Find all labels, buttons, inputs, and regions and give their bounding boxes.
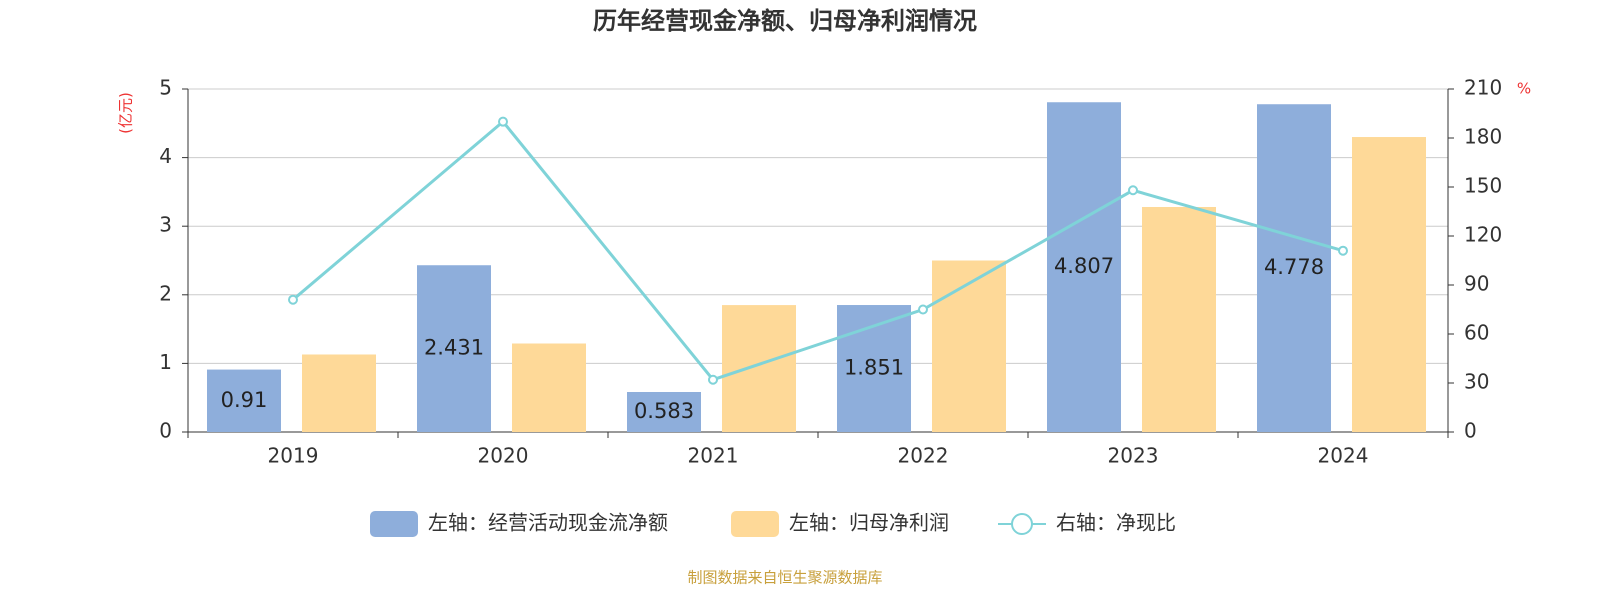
chart-title: 历年经营现金净额、归母净利润情况 bbox=[593, 7, 977, 35]
y2-tick-label: 30 bbox=[1464, 370, 1489, 394]
y-tick-label: 4 bbox=[159, 144, 172, 168]
bar bbox=[1352, 137, 1426, 432]
data-label: 1.851 bbox=[844, 356, 904, 380]
line-point bbox=[288, 294, 298, 305]
y-unit: (亿元) bbox=[117, 92, 135, 134]
y-tick-label: 5 bbox=[159, 76, 172, 100]
line bbox=[292, 119, 1344, 382]
bar bbox=[512, 343, 586, 432]
y2-tick-label: 120 bbox=[1464, 223, 1502, 247]
x-tick-label: 2020 bbox=[478, 444, 529, 468]
x-tick-label: 2023 bbox=[1108, 444, 1159, 468]
y2-tick-label: 60 bbox=[1464, 321, 1489, 345]
y-tick-label: 3 bbox=[159, 213, 172, 237]
y2-tick-label: 150 bbox=[1464, 174, 1502, 198]
data-label: 2.431 bbox=[424, 336, 484, 360]
bar bbox=[722, 305, 796, 432]
legend-swatch bbox=[370, 511, 418, 537]
x-tick-label: 2019 bbox=[268, 444, 319, 468]
line-point bbox=[708, 374, 718, 385]
data-label: 4.778 bbox=[1264, 255, 1324, 279]
legend-label: 右轴：净现比 bbox=[1056, 511, 1176, 535]
y2-tick-label: 210 bbox=[1464, 76, 1502, 100]
line-point bbox=[1338, 245, 1348, 256]
line-point bbox=[498, 116, 508, 127]
bar bbox=[932, 260, 1006, 432]
line-point bbox=[918, 304, 928, 315]
y2-unit: % bbox=[1517, 80, 1531, 98]
data-label: 4.807 bbox=[1054, 254, 1114, 278]
y2-tick-label: 90 bbox=[1464, 272, 1489, 296]
legend-label: 左轴：归母净利润 bbox=[789, 511, 949, 535]
x-tick-label: 2021 bbox=[688, 444, 739, 468]
bar bbox=[207, 369, 281, 432]
y-tick-label: 0 bbox=[159, 419, 172, 443]
line-point bbox=[1128, 185, 1138, 196]
legend-swatch bbox=[1011, 513, 1033, 535]
bar bbox=[417, 265, 491, 432]
source-note: 制图数据来自恒生聚源数据库 bbox=[687, 569, 882, 587]
y2-tick-label: 180 bbox=[1464, 125, 1502, 149]
x-tick-label: 2024 bbox=[1318, 444, 1369, 468]
bar bbox=[1257, 104, 1331, 433]
data-label: 0.583 bbox=[634, 399, 694, 423]
x-tick-label: 2022 bbox=[898, 444, 949, 468]
bar bbox=[1047, 102, 1121, 432]
data-label: 0.91 bbox=[221, 388, 268, 412]
legend-swatch bbox=[731, 511, 779, 537]
y-tick-label: 2 bbox=[159, 281, 172, 305]
bar bbox=[627, 392, 701, 432]
bar bbox=[302, 354, 376, 432]
y-tick-label: 1 bbox=[159, 350, 172, 374]
legend-label: 左轴：经营活动现金流净额 bbox=[428, 511, 668, 535]
y2-tick-label: 0 bbox=[1464, 419, 1477, 443]
bar bbox=[1142, 206, 1216, 432]
